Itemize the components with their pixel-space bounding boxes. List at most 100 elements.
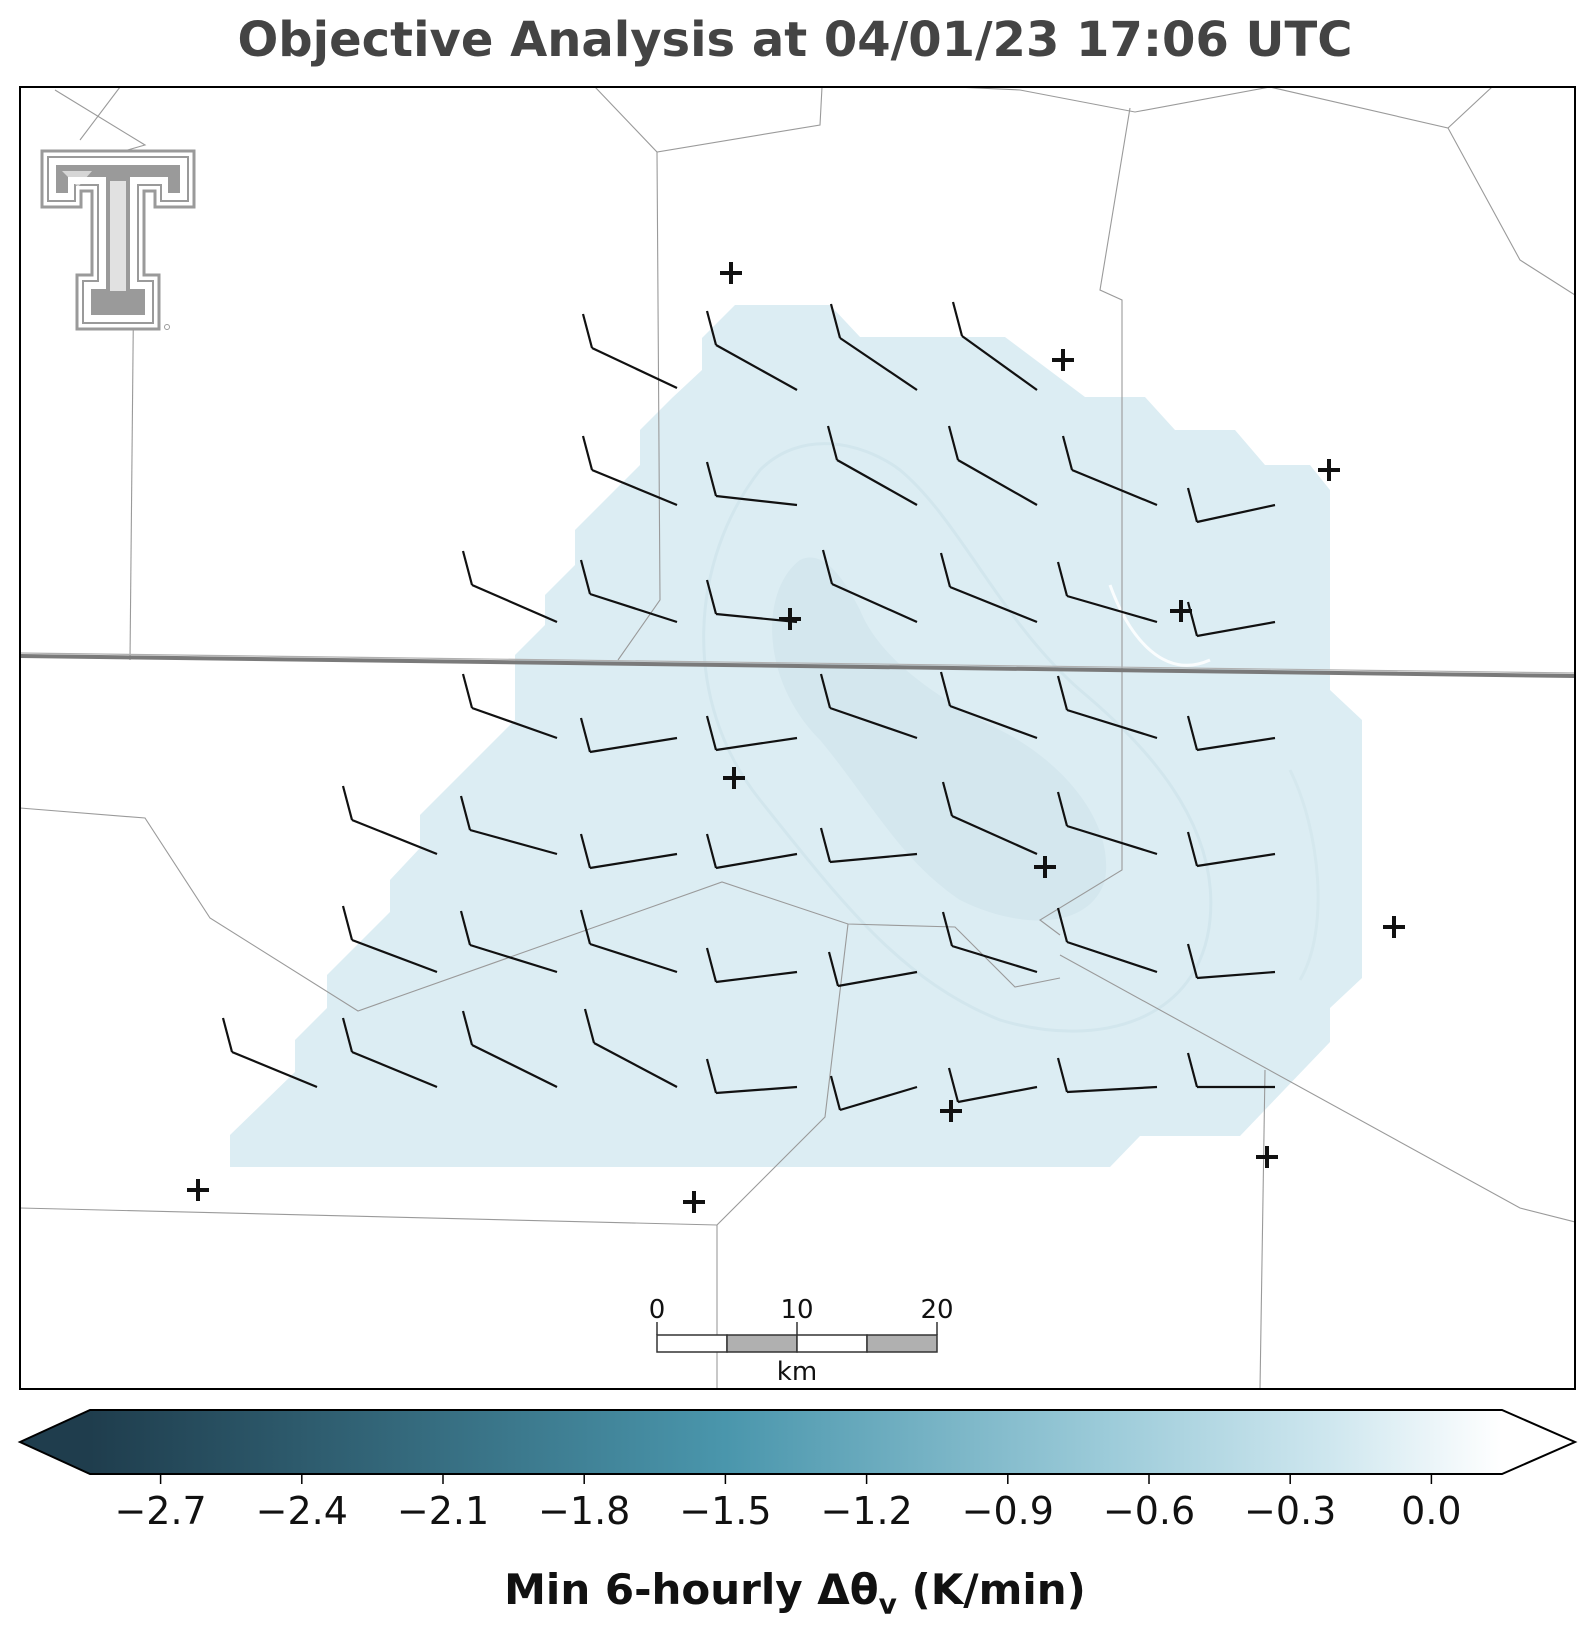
wind-barb-staff [231,1050,318,1089]
analysis-contour-arc [1108,584,1211,667]
wind-barb-staff [471,706,558,740]
wind-barb-flag [705,579,718,615]
wind-barb-staff [1196,852,1276,868]
colorbar-tick-label: −1.5 [679,1489,771,1533]
wind-barb-staff [715,1085,798,1095]
colorbar-tick-label: −0.3 [1244,1489,1336,1533]
wind-barb-staff [839,337,918,391]
wind-barb-flag [1186,487,1199,523]
wind-barb-flag [1056,675,1069,711]
wind-barb-staff [1196,503,1276,524]
wind-barb-staff [831,582,918,624]
wind-barb-staff [1066,1085,1158,1094]
wind-barb-staff [1196,736,1276,752]
wind-barb-flag [705,947,718,983]
scale-label-20: 20 [920,1295,953,1325]
colorbar-gradient [90,1410,1502,1474]
colorbar-tick-label: −1.8 [538,1489,630,1533]
wind-barb-staff [839,1085,918,1112]
station-marker [1383,916,1405,938]
scale-label-0: 0 [649,1295,666,1325]
wind-barb-flag [341,785,354,821]
station-marker [1256,1146,1278,1168]
wind-barb-flag [221,1017,234,1053]
wind-barb-flag [947,1067,960,1103]
wind-barb-flag [819,673,832,709]
wind-barb-flag [821,549,834,585]
colorbar-tick-label: −2.4 [256,1489,348,1533]
wind-barb-flag [1061,435,1074,471]
analysis-contour-right [1288,769,1320,981]
colorbar: −2.7 −2.4 −2.1 −1.8 −1.5 −1.2 −0.9 −0.6 −0.3 0.0 [17,1409,1578,1533]
wind-barb-staff [951,814,1038,856]
wind-barb-staff [949,585,1038,624]
station-marker [723,767,745,789]
wind-barb-flag [461,550,474,586]
colorbar-ticks: −2.7 −2.4 −2.1 −1.8 −1.5 −1.2 −0.9 −0.6 −0.3 0.0 [114,1474,1462,1533]
wind-barb-staff [961,335,1038,391]
wind-barb-flag [829,1075,842,1111]
wind-barb-flag [947,425,960,461]
wind-barb-staff [715,852,798,870]
wind-barb-staff [715,344,798,391]
wind-barb-flag [951,301,964,337]
colorbar-extend-high [1502,1410,1575,1474]
colorbar-tick-label: −0.9 [962,1489,1054,1533]
wind-barb-staff [957,459,1038,506]
station-marker [720,262,742,284]
wind-barb-staff [471,583,558,624]
station-marker [779,608,801,630]
county-boundaries [20,87,1575,1389]
wind-barb-flag [819,827,832,863]
wind-barb-flag [939,552,952,588]
analysis-field [230,305,1362,1167]
wind-barb-staff [351,938,438,974]
station-marker [683,1191,705,1213]
wind-barb-staff [589,592,678,624]
wind-barb-flag [583,1008,596,1044]
colorbar-extend-low [20,1410,90,1474]
wind-barb-staff [715,736,798,752]
wind-barb-staff [591,347,678,389]
wind-barb-staff [837,970,918,988]
analysis-contour-outer [702,442,1213,1033]
wind-barb-flag [826,425,839,461]
wind-barb-flag [705,310,718,346]
wind-barb-flag [461,673,474,709]
wind-barb-staff [836,459,918,506]
wind-barb-flag [459,795,472,831]
map-area: 0 10 20 km [20,87,1575,1389]
wind-barb-staff [1196,620,1276,638]
wind-barb-flag [1186,943,1199,979]
colorbar-label: Min 6-hourly Δθv (K/min) [504,1565,1086,1621]
wind-barb-flag [941,911,954,947]
wind-barb-flag [341,905,354,941]
colorbar-tick-label: −2.1 [397,1489,489,1533]
wind-barb-staff [589,736,678,754]
wind-barb-flag [581,435,594,471]
wind-barb-staff [715,970,798,984]
wind-barb-flag [581,313,594,349]
wind-barb-flag [1186,715,1199,751]
wind-barb-staff [589,942,678,974]
wind-barb-flag [705,461,718,497]
wind-barb-flag [579,833,592,869]
wind-barb-staff [829,706,918,740]
wind-barb-staff [351,1050,438,1089]
wind-barb-flag [1186,831,1199,867]
station-marker [940,1100,962,1122]
wind-barb-flag [1056,907,1069,943]
wind-barb-flag [1186,601,1199,637]
scale-unit: km [777,1357,817,1387]
wind-barb-staff [1066,594,1158,624]
wind-barb-flag [341,1017,354,1053]
wind-barb-flag [579,559,592,595]
wind-barb-flag [1056,791,1069,827]
scale-label-10: 10 [780,1295,813,1325]
wind-barb-flag [1056,561,1069,597]
wind-barb-staff [829,852,918,864]
colorbar-tick-label: −1.2 [820,1489,912,1533]
analysis-contour-inner [772,557,1107,921]
wind-barb-flag [579,909,592,945]
